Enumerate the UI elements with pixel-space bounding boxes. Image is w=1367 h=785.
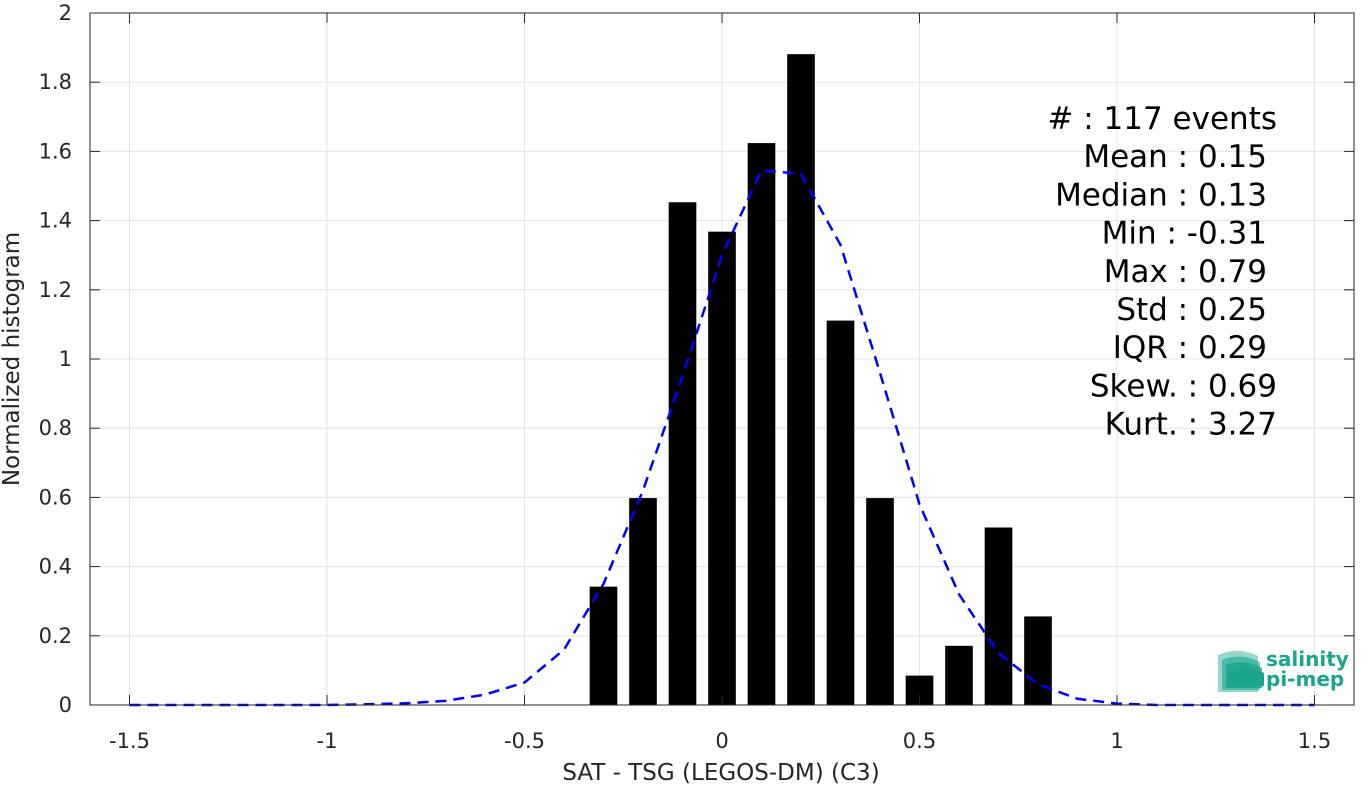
histogram-bar-0: [589, 586, 618, 705]
stat-line: Min : -0.31: [1102, 216, 1267, 252]
logo-line1: salinity: [1266, 647, 1349, 671]
histogram-bar-3: [708, 231, 736, 705]
y-tick-label: 1.8: [39, 70, 72, 94]
x-tick-label: 1.5: [1298, 729, 1331, 753]
stat-line: Median : 0.13: [1055, 177, 1267, 213]
histogram-bar-2: [668, 202, 697, 705]
stat-line: # : 117 events: [1047, 101, 1277, 137]
stat-line: Mean : 0.15: [1083, 139, 1267, 175]
stat-line: IQR : 0.29: [1113, 330, 1267, 366]
y-axis-label: Normalized histogram: [0, 232, 25, 486]
histogram-bar-9: [945, 645, 973, 705]
axes: [89, 12, 1355, 706]
histogram-bar-5: [787, 54, 815, 705]
stat-line: Std : 0.25: [1116, 292, 1267, 328]
salinity-pi-mep-logo: salinity pi-mep: [1218, 647, 1349, 692]
x-tick-label: -1.5: [109, 729, 150, 753]
histogram-bar-4: [747, 143, 776, 705]
y-tick-label: 0.4: [39, 555, 72, 579]
stat-line: Kurt. : 3.27: [1105, 407, 1277, 443]
y-tick-label: 2: [59, 1, 72, 25]
x-tick-label: -0.5: [504, 729, 545, 753]
y-tick-label: 1.2: [39, 278, 72, 302]
stat-line: Max : 0.79: [1104, 254, 1267, 290]
x-tick-label: 1: [1110, 729, 1123, 753]
stat-line: Skew. : 0.69: [1090, 368, 1277, 404]
y-tick-label: 1.6: [39, 139, 72, 163]
x-tick-label: 0: [715, 729, 728, 753]
y-tick-label: 0.2: [39, 624, 72, 648]
histogram-bar-6: [826, 320, 855, 705]
y-tick-label: 1.4: [39, 209, 72, 233]
y-tick-label: 1: [59, 347, 72, 371]
histogram-bar-1: [629, 498, 657, 705]
y-tick-label: 0.6: [39, 485, 72, 509]
y-tick-label: 0.8: [39, 416, 72, 440]
x-tick-label: 0.5: [903, 729, 936, 753]
x-axis-label: SAT - TSG (LEGOS-DM) (C3): [562, 760, 879, 785]
y-tick-label: 0: [59, 693, 72, 717]
histogram-bar-10: [984, 527, 1013, 705]
histogram-bar-7: [866, 498, 894, 705]
logo-line2: pi-mep: [1266, 667, 1344, 691]
y-tick-labels: 0 0.2 0.4 0.6 0.8 1 1.2 1.4 1.6 1.8 2: [39, 1, 72, 717]
histogram-bars: [589, 54, 1052, 705]
histogram-bar-11: [1024, 616, 1052, 705]
x-tick-labels: -1.5 -1 -0.5 0 0.5 1 1.5: [109, 729, 1331, 753]
wave-icon: [1218, 650, 1264, 692]
x-tick-label: -1: [317, 729, 338, 753]
